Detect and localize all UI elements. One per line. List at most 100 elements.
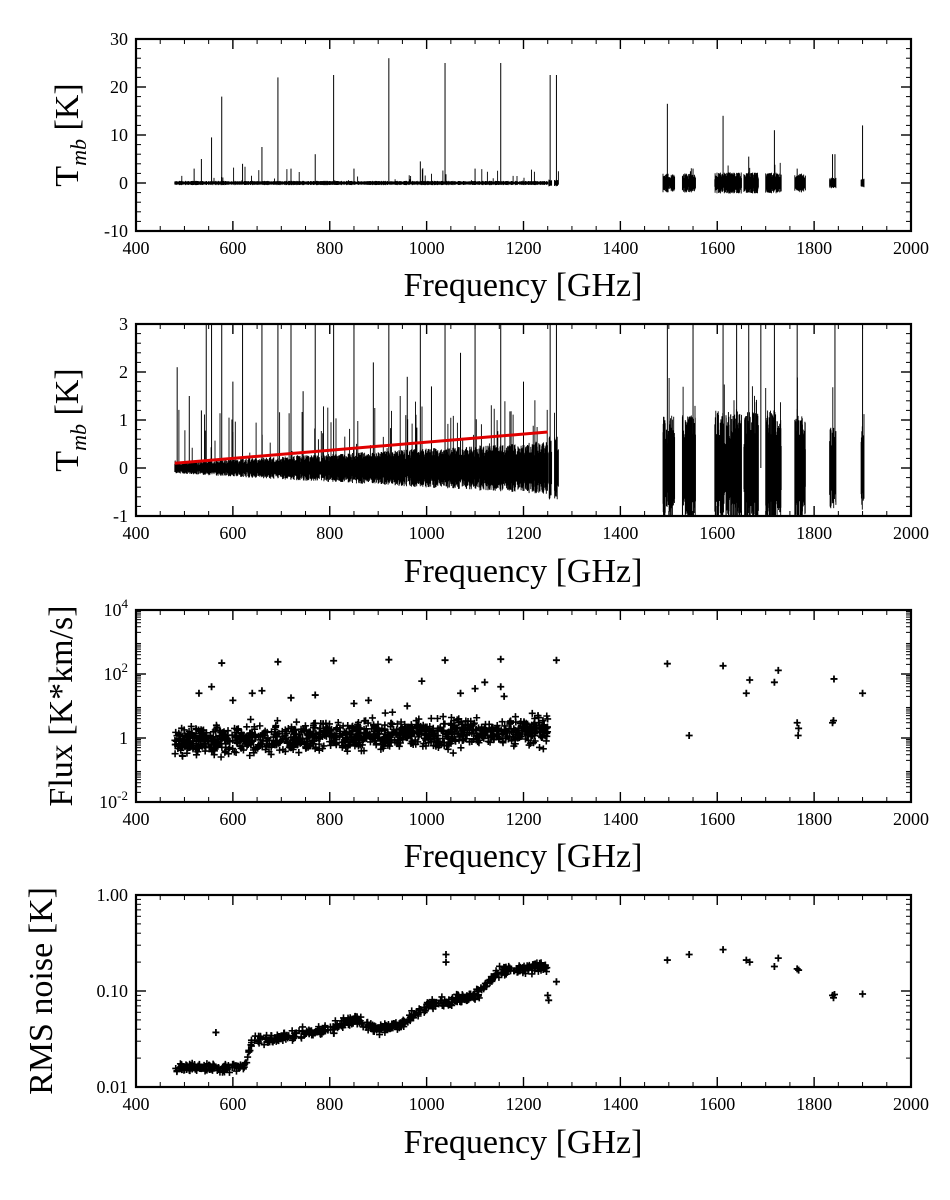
flux-point: [515, 727, 523, 734]
rms-point: [458, 998, 466, 1006]
rms-point: [189, 1063, 197, 1071]
flux-point: [433, 715, 441, 723]
flux-point: [507, 719, 515, 727]
flux-point: [475, 739, 483, 747]
spectrum-full-ticks: 400 600 800 1000 1200 1400 1600 1800 2000 -10 0 10 2…: [104, 29, 929, 258]
flux-point: [457, 689, 465, 697]
flux-point: [534, 712, 542, 720]
rms-point: [830, 994, 837, 1002]
flux-point: [185, 743, 193, 751]
rms-point: [483, 978, 491, 986]
rms-xtick-label: 2000: [893, 1094, 929, 1114]
flux-xtick-label: 1800: [796, 809, 832, 829]
flux-point: [774, 666, 782, 674]
rms-point: [442, 951, 450, 958]
flux-point: [252, 733, 260, 741]
flux-point: [393, 720, 401, 728]
flux-point: [208, 683, 216, 691]
flux-xtick-label: 400: [123, 809, 150, 829]
rms-point: [376, 1031, 384, 1039]
rms-point: [243, 1059, 251, 1067]
flux-point: [406, 731, 414, 739]
flux-point: [663, 660, 671, 668]
flux-point: [439, 713, 447, 721]
rms-point: [357, 1019, 365, 1027]
rms-xtick-label: 1200: [506, 1094, 542, 1114]
rms-point: [385, 1024, 393, 1032]
flux-point: [221, 748, 229, 756]
rms-point: [345, 1016, 353, 1024]
rms-point: [455, 994, 463, 1002]
flux-point: [252, 745, 260, 753]
spectrum-zoom-xtick-label: 1000: [409, 523, 445, 543]
flux-point: [234, 734, 242, 742]
flux-point: [365, 696, 372, 704]
rms-point: [405, 1015, 413, 1023]
flux-point: [355, 729, 363, 737]
flux-ticks: 400 600 800 1000 1200 1400 1600 1800 200010-2110…: [99, 596, 929, 829]
spectrum-zoom-ylabel-unit: [K]: [49, 368, 86, 424]
flux-point: [429, 742, 437, 750]
rms-point: [178, 1061, 186, 1069]
spectrum-full-ylabel-unit: [K]: [49, 83, 86, 139]
flux-point: [268, 740, 276, 748]
spectrum-zoom-xtick-label: 1200: [506, 523, 542, 543]
flux-point: [295, 749, 303, 757]
spectrum-full-xtick-label: 800: [316, 238, 343, 258]
flux-point: [178, 752, 186, 760]
rms-point: [365, 1021, 373, 1029]
flux-point: [433, 738, 441, 746]
flux-point: [259, 731, 267, 739]
spectrum-zoom-band: [714, 384, 742, 516]
flux-point: [243, 734, 251, 742]
flux-point: [795, 724, 803, 732]
flux-point: [410, 729, 418, 737]
flux-point: [420, 740, 428, 748]
flux-point: [388, 708, 396, 716]
spectrum-zoom-xtick-label: 1800: [796, 523, 832, 543]
flux-point: [458, 720, 466, 728]
flux-point: [344, 742, 352, 750]
rms-point: [248, 1039, 256, 1047]
flux-point: [746, 676, 754, 684]
flux-marks: [171, 655, 867, 761]
rms-point: [544, 991, 552, 999]
flux-point: [527, 733, 535, 741]
flux-point: [493, 726, 501, 734]
flux-point: [188, 730, 196, 738]
rms-point: [480, 983, 488, 991]
flux-point: [497, 655, 505, 663]
flux-point: [444, 745, 452, 753]
spectrum-zoom-xtick-label: 400: [123, 523, 150, 543]
flux-point: [387, 719, 395, 727]
flux-point: [508, 728, 516, 736]
flux-point: [502, 727, 510, 735]
flux-xlabel: Frequency [GHz]: [404, 838, 643, 875]
flux-point: [201, 736, 209, 744]
flux-point: [366, 734, 374, 742]
flux-point: [171, 750, 179, 758]
flux-point: [388, 730, 396, 738]
flux-point: [448, 730, 456, 738]
flux-point: [794, 731, 802, 739]
flux-point: [247, 740, 255, 748]
flux-point: [207, 741, 215, 749]
flux-point: [443, 729, 451, 737]
rms-point: [370, 1028, 378, 1036]
flux-point: [463, 731, 471, 739]
rms-point: [388, 1020, 396, 1028]
spectrum-zoom-xtick-label: 800: [316, 523, 343, 543]
flux-point: [719, 662, 727, 670]
flux-point: [287, 742, 295, 750]
rms-point: [719, 946, 727, 954]
rms-point: [444, 1001, 452, 1009]
spectrum-zoom-xtick-label: 600: [219, 523, 246, 543]
rms-point: [552, 978, 560, 986]
flux-point: [334, 719, 342, 727]
flux-point: [306, 742, 314, 750]
rms-point: [685, 951, 693, 958]
flux-point: [452, 725, 460, 733]
flux-point: [201, 747, 209, 755]
flux-point: [524, 736, 532, 744]
spectrum-zoom-ylabel-sub: mb: [66, 424, 91, 451]
